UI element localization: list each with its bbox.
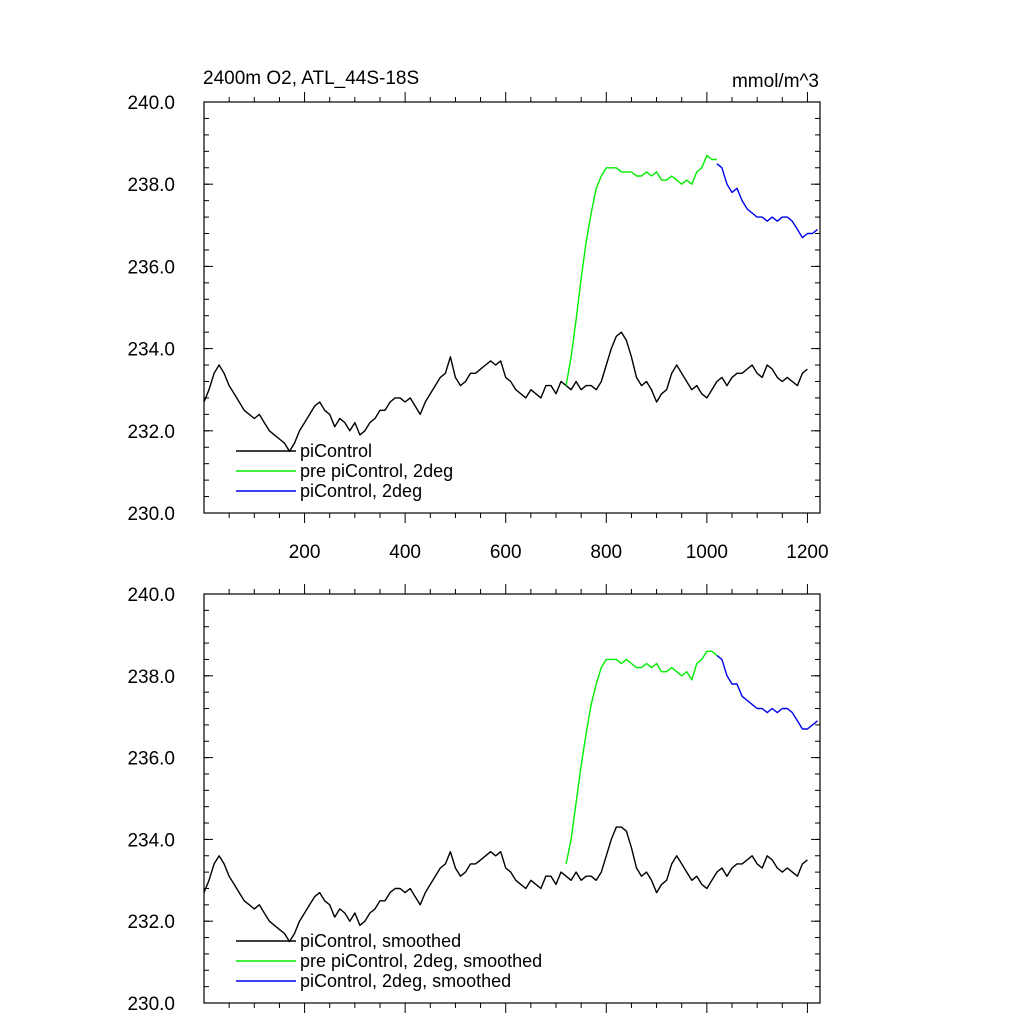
plot-frame <box>203 593 821 1004</box>
plot-frame <box>203 101 821 514</box>
y-tick-label: 236.0 <box>127 749 175 770</box>
units-label: mmol/m^3 <box>732 71 819 92</box>
legend-label: pre piControl, 2deg <box>300 461 453 481</box>
top-panel: 2400m O2, ATL_44S-18S mmol/m^3 230.0 232.… <box>127 68 828 563</box>
y-tick-label: 230.0 <box>127 504 175 525</box>
y-tick-label: 238.0 <box>127 175 175 196</box>
bottom-panel: 230.0 232.0 234.0 236.0 238.0 240.0 piControl,… <box>127 584 821 1015</box>
y-tick-label: 240.0 <box>127 93 175 114</box>
y-tick-label: 230.0 <box>127 994 175 1015</box>
legend-label: pre piControl, 2deg, smoothed <box>300 951 542 971</box>
series-line-1 <box>565 154 717 386</box>
y-tick-label: 232.0 <box>127 912 175 933</box>
series-line-2 <box>716 163 818 239</box>
legend-label: piControl <box>300 441 372 461</box>
x-tick-label: 800 <box>590 542 622 563</box>
y-tick-label: 232.0 <box>127 422 175 443</box>
x-tick-label: 1000 <box>686 542 728 563</box>
legend-label: piControl, smoothed <box>300 931 461 951</box>
series-line-2 <box>716 654 818 730</box>
x-tick-label: 400 <box>389 542 421 563</box>
y-tick-label: 236.0 <box>127 257 175 278</box>
x-tick-label: 200 <box>289 542 321 563</box>
series-line-1 <box>565 650 718 865</box>
chart-title: 2400m O2, ATL_44S-18S <box>203 68 419 89</box>
legend-label: piControl, 2deg <box>300 481 422 501</box>
y-tick-label: 240.0 <box>127 585 175 606</box>
x-tick-label: 1200 <box>786 542 828 563</box>
legend-label: piControl, 2deg, smoothed <box>300 971 511 991</box>
series-line-0 <box>203 331 808 453</box>
y-tick-label: 234.0 <box>127 830 175 851</box>
y-tick-label: 234.0 <box>127 340 175 361</box>
y-tick-label: 238.0 <box>127 667 175 688</box>
x-tick-label: 600 <box>490 542 522 563</box>
series-line-0 <box>203 826 808 943</box>
